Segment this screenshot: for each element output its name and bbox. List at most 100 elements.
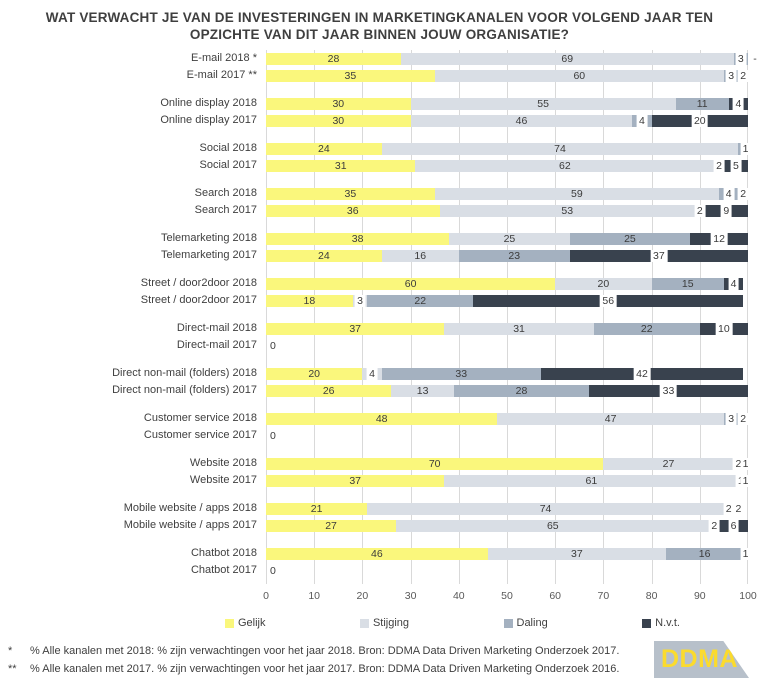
bar-value-label: 46: [515, 114, 528, 127]
bar-segment-stijging: [381, 142, 739, 155]
bar-segment-gelijk: [266, 249, 382, 262]
bar-value-label: 6: [728, 519, 739, 532]
footer: * % Alle kanalen met 2018: % zijn verwach…: [0, 631, 759, 678]
bar-segment-gelijk: [266, 519, 397, 532]
legend-swatch-stijging: [359, 618, 369, 628]
bar-value-label: 23: [508, 249, 521, 262]
category-label: Mobile website / apps 2017: [123, 519, 257, 531]
bar-value-label: 30: [332, 97, 345, 110]
bar-value-label: 15: [681, 277, 694, 290]
gridline: [651, 50, 653, 584]
category-label: Online display 2017: [160, 114, 257, 126]
bar-value-label: 35: [344, 187, 357, 200]
bar-value-label: 61: [585, 474, 598, 487]
x-axis-tick-label: 0: [263, 590, 269, 602]
bar-segment-stijging: [555, 277, 652, 290]
bar-value-label: 4: [732, 97, 744, 110]
gridline: [555, 50, 557, 584]
bar-value-label: 69: [561, 52, 574, 65]
category-label: Search 2017: [194, 204, 257, 216]
plot-area-wrap: 28 69 3-35 60 3 2 30 55 11 4 30 46 4 20 24 74 1 31 62 2 5 35 5…: [263, 50, 757, 606]
bar-value-label: 65: [546, 519, 559, 532]
bar-value-label: 26: [322, 384, 335, 397]
bar-value-label: 37: [349, 322, 361, 335]
bar-value-label: 24: [317, 249, 330, 262]
legend-swatch-gelijk: [225, 618, 234, 628]
group-spacer: [0, 219, 266, 230]
bar-value-label: 5: [730, 159, 742, 172]
footnote-marker: **: [8, 663, 17, 675]
bar-value-label: 16: [698, 547, 711, 560]
category-label: Online display 2018: [160, 97, 257, 109]
footnote-marker: *: [8, 645, 13, 657]
bar-value-label: 20: [691, 114, 709, 127]
bar-segment-stijging: [449, 232, 570, 245]
category-labels-column: E-mail 2018 * E-mail 2017 ** Online displa…: [0, 50, 266, 606]
chart-row: 24 74 1: [266, 140, 751, 157]
gridline: [362, 50, 364, 584]
bar-value-label: 37: [650, 249, 668, 262]
legend-label: Gelijk: [238, 617, 266, 629]
bar-value-label: 18: [303, 294, 316, 307]
bar-value-label: -: [753, 52, 757, 65]
gridlines-layer: [266, 50, 748, 584]
footnote: ** % Alle kanalen met 2017. % zijn verwac…: [8, 660, 619, 678]
bar-segment-stijging: [434, 187, 720, 200]
gridline: [699, 50, 701, 584]
bar-value-label: 3: [725, 412, 737, 425]
bar-value-label: 60: [573, 69, 586, 82]
bar-value-label: 27: [325, 519, 337, 532]
x-axis-tick-label: 60: [549, 590, 562, 602]
bar-value-label: 2: [737, 187, 749, 200]
footnotes: * % Alle kanalen met 2018: % zijn verwach…: [8, 642, 619, 678]
gridline: [603, 50, 605, 584]
group-spacer: [0, 264, 266, 275]
x-axis-tick-label: 80: [645, 590, 658, 602]
bar-value-label: 2: [737, 412, 749, 425]
ddma-logo-text: DDMA: [661, 645, 738, 673]
x-axis-tick-label: 50: [501, 590, 513, 602]
bar-segment-gelijk: [266, 277, 556, 290]
legend-item-daling: Daling: [503, 617, 548, 629]
bar-segment-daling: [367, 294, 474, 307]
chart-row: 35 60 3 2: [266, 67, 749, 84]
gridline: [747, 50, 748, 584]
bar-value-label: 0: [270, 564, 276, 577]
bar-segment-stijging: [497, 412, 724, 425]
group-spacer: [0, 444, 266, 455]
x-axis-tick-label: 100: [739, 590, 757, 602]
chart-row: 26 13 28 33: [266, 382, 748, 399]
bar-value-label: 2: [732, 457, 744, 470]
bar-segment-gelijk: [266, 204, 440, 217]
bar-value-label: 56: [599, 294, 617, 307]
bar-value-label: 24: [317, 142, 330, 155]
bar-segment-gelijk: [266, 457, 604, 470]
chart-row: 0: [266, 337, 748, 354]
bar-value-label: 20: [597, 277, 610, 290]
category-label: Mobile website / apps 2018: [123, 502, 257, 514]
group-spacer: [0, 354, 266, 365]
bar-value-label: 48: [375, 412, 388, 425]
bar-value-label: 37: [349, 474, 361, 487]
bar-value-label: 38: [351, 232, 364, 245]
bar-value-label: 21: [310, 502, 323, 515]
bar-segment-stijging: [444, 322, 594, 335]
bar-value-label: 31: [513, 322, 525, 335]
legend-label: Daling: [516, 617, 548, 629]
bar-segment-stijging: [391, 384, 454, 397]
plot-area: 28 69 3-35 60 3 2 30 55 11 4 30 46 4 20 24 74 1 31 62 2 5 35 5…: [266, 50, 757, 584]
footnote-text: % Alle kanalen met 2018: % zijn verwacht…: [30, 645, 620, 657]
category-label: E-mail 2017 **: [186, 69, 257, 81]
bar-value-label: 11: [696, 97, 708, 110]
bar-segment-gelijk: [266, 114, 411, 127]
gridline: [314, 50, 316, 584]
bar-value-label: 22: [414, 294, 427, 307]
bar-value-label: 4: [723, 187, 735, 200]
bar-value-label: 30: [332, 114, 345, 127]
bar-value-label: 25: [503, 232, 516, 245]
chart-row: 28 69 3-: [266, 50, 757, 67]
x-axis-tick-label: 40: [452, 590, 465, 602]
category-label: Telemarketing 2018: [160, 232, 257, 244]
legend: Gelijk Stijging Daling N.v.t.: [225, 615, 680, 631]
bar-segment-daling: [381, 367, 541, 380]
